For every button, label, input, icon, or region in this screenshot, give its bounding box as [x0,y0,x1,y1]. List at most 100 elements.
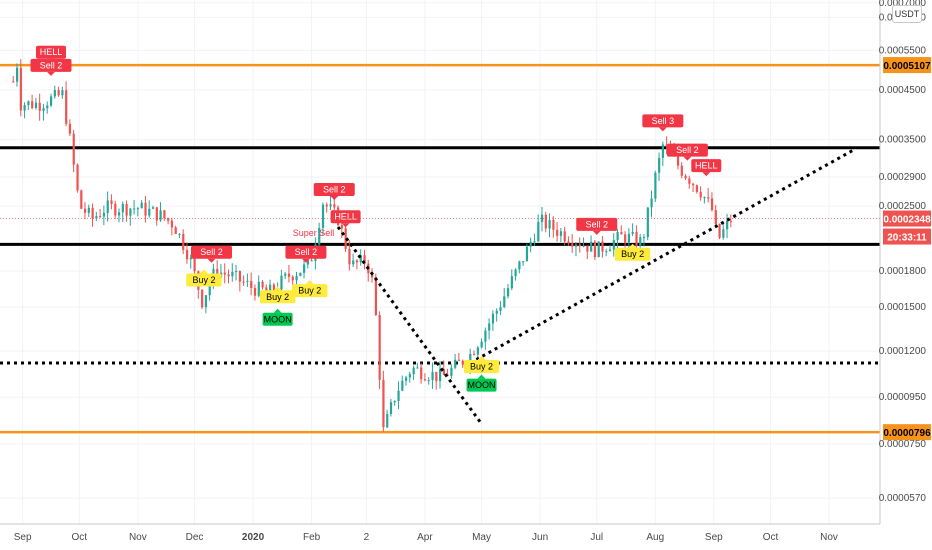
candle-body [601,241,604,252]
candle-body [684,175,687,179]
candle-body [476,347,479,355]
candle-body [87,207,90,213]
candle-body [608,249,612,252]
candle-body [522,261,525,263]
candle-body [110,200,113,204]
candle-body [491,313,495,324]
signal-pointer [592,230,601,235]
candle-body [510,276,513,289]
candle-body [72,133,75,165]
candle-body [91,207,94,219]
signal-buy-box [259,290,296,304]
candle-body [397,390,400,401]
candle-body [136,208,140,210]
candle-body [318,227,321,245]
candle-body [99,216,102,218]
candle-body [19,67,22,111]
signal-sell-label: HELL [40,47,63,57]
candle-body [151,207,155,209]
y-tick-label: 0.0000950 [879,392,927,403]
signal-sell-box [313,182,355,196]
candle-body [144,202,147,216]
candle-body [216,268,219,278]
candle-body [612,240,615,250]
candle-body [238,271,242,282]
candle-body [495,310,498,314]
candle-body [106,200,109,213]
signal-moon-label: MOON [468,380,496,390]
candle-body [321,204,325,228]
price-axis[interactable]: 0.00070000.00065000.00055000.00045000.00… [879,0,927,504]
candle-body [287,273,291,277]
x-tick-label: Nov [820,532,838,543]
candle-body [333,204,336,208]
signal-moon-label: MOON [264,314,292,324]
y-tick-label: 0.0001500 [879,302,927,313]
signal-buy-label: Buy 2 [298,286,321,296]
candle-body [53,90,56,97]
candle-body [574,244,578,247]
signal-sell-box [666,143,708,157]
candle-body [174,227,177,235]
x-tick-label: 2 [364,532,370,543]
x-tick-label: Oct [763,532,779,543]
candle-body [253,288,257,296]
candle-body [140,202,143,209]
signal-buy-box [186,273,222,287]
candle-body [57,90,60,96]
candle-body [125,204,128,216]
signal-sell-box [191,245,233,259]
signal-pointer [305,280,314,285]
x-tick-label: Nov [129,532,147,543]
candle-body [65,90,68,124]
signal-buy-box [291,284,328,298]
candle-body [83,208,87,213]
x-tick-label: Sep [14,532,32,543]
candle-body [242,281,245,283]
candle-body [729,220,733,222]
candle-body [389,402,393,415]
candle-body [563,231,566,242]
price-tags: 0.0005107 0.0000796 0.0002348 20:33:11 [0,57,931,441]
level-price-tag-bg [883,57,931,74]
signal-buy-label: Buy 2 [470,361,493,371]
signal-pointer [477,355,486,360]
horizontal-levels[interactable] [0,63,880,434]
candle-body [439,369,442,382]
candle-body [23,105,26,111]
level-price-tag: 0.0000796 [883,428,931,439]
y-tick-label: 0.0000570 [879,493,927,504]
signal-pointer [683,156,692,161]
candle-body [182,233,185,250]
candle-body [291,276,294,281]
signal-sell-box [642,114,684,128]
candle-body [246,281,249,283]
candle-body [272,284,276,291]
candle-body [393,400,396,403]
candle-body [605,251,608,253]
signal-sell-box [330,210,361,224]
candle-body [461,360,464,365]
candle-body [665,144,668,147]
time-axis[interactable]: Sep Oct Nov Dec 2020 Feb 2 Apr May Jun Jul Aug Sep Oc… [14,532,838,543]
candle-body [431,371,434,381]
candle-body [692,183,695,186]
candle-body [359,255,362,263]
candle-body [401,380,404,391]
signal-sell-label: Sell 2 [295,247,318,257]
signal-pointer [273,286,282,291]
candle-body [34,102,38,108]
candle-body [374,277,377,316]
current-price-tag-bg [883,210,931,227]
candle-body [114,203,117,216]
candle-body [76,164,79,191]
x-tick-label: Oct [72,532,88,543]
currency-badge[interactable]: USDT [892,5,922,23]
candle-body [193,257,196,272]
dotted-trendline[interactable] [336,226,483,425]
y-tick-label: 0.0004500 [879,85,927,96]
candle-body [12,81,15,83]
trendlines[interactable] [336,147,857,425]
candle-body [231,272,234,277]
